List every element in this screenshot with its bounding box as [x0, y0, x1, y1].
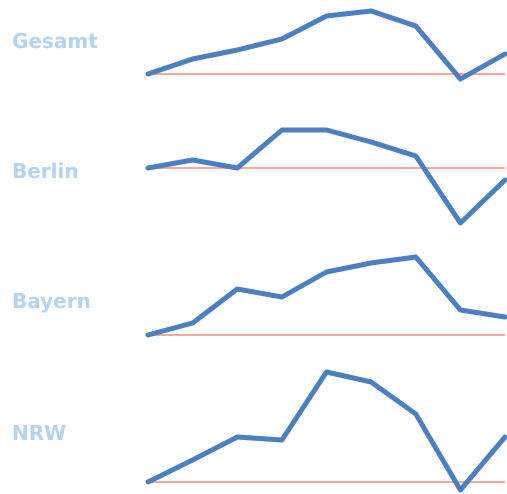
row-label: Bayern — [12, 289, 91, 313]
row-label: Gesamt — [12, 29, 98, 53]
series-line — [145, 8, 507, 82]
series-line — [145, 369, 507, 493]
row-label: Berlin — [12, 159, 79, 183]
series-line — [145, 127, 507, 226]
sparkline-row-bayern: Bayern — [12, 254, 507, 338]
row-label: NRW — [12, 421, 66, 445]
sparkline-row-berlin: Berlin — [12, 127, 507, 226]
sparkline-row-nrw: NRW — [12, 369, 507, 493]
series-line — [145, 254, 507, 338]
sparkline-row-gesamt: Gesamt — [12, 8, 507, 82]
